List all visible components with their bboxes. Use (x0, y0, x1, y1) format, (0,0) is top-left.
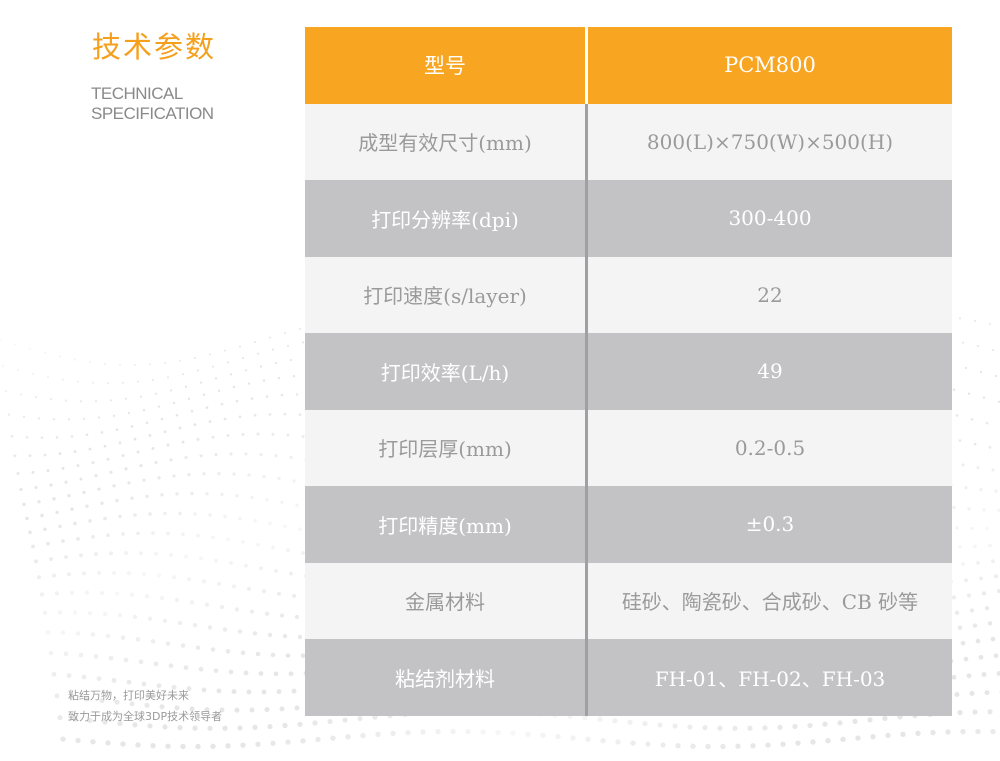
spec-label: 打印精度(mm) (378, 513, 512, 538)
spec-value: 49 (757, 359, 783, 384)
spec-table: 型号 PCM800 成型有效尺寸(mm) 800(L)×750(W)×500(H)… (305, 27, 952, 716)
table-row: 成型有效尺寸(mm) 800(L)×750(W)×500(H) (305, 103, 952, 180)
header-value: PCM800 (724, 53, 816, 78)
slogan-line: 粘结万物，打印美好未来 (68, 689, 189, 702)
spec-label: 打印分辨率(dpi) (371, 207, 519, 232)
table-row: 打印分辨率(dpi) 300-400 (305, 180, 952, 257)
spec-label: 打印层厚(mm) (378, 437, 512, 462)
subtitle-line: SPECIFICATION (91, 104, 214, 123)
spec-value: 22 (757, 282, 783, 307)
spec-value: 硅砂、陶瓷砂、合成砂、CB 砂等 (621, 590, 919, 615)
table-row: 打印精度(mm) ±0.3 (305, 486, 952, 563)
spec-label: 金属材料 (405, 590, 485, 615)
spec-label: 粘结剂材料 (395, 666, 495, 691)
spec-label: 打印效率(L/h) (380, 360, 510, 385)
spec-value: ±0.3 (745, 512, 795, 537)
table-header-row: 型号 PCM800 (305, 27, 952, 104)
spec-value: 0.2-0.5 (734, 435, 806, 460)
table-row: 粘结剂材料 FH-01、FH-02、FH-03 (305, 639, 952, 716)
slogan: 粘结万物，打印美好未来 致力于成为全球3DP技术领导者 (68, 685, 222, 727)
spec-label: 打印速度(s/layer) (363, 284, 527, 309)
table-row: 打印速度(s/layer) 22 (305, 256, 952, 333)
spec-label: 成型有效尺寸(mm) (358, 131, 532, 156)
table-row: 打印层厚(mm) 0.2-0.5 (305, 409, 952, 486)
slogan-line: 致力于成为全球3DP技术领导者 (68, 710, 223, 723)
page-title: 技术参数 (92, 30, 217, 64)
page-subtitle: TECHNICAL SPECIFICATION (91, 84, 214, 124)
table-row: 打印效率(L/h) 49 (305, 333, 952, 410)
subtitle-line: TECHNICAL (91, 84, 183, 103)
spec-value: FH-01、FH-02、FH-03 (654, 666, 886, 691)
table-row: 金属材料 硅砂、陶瓷砂、合成砂、CB 砂等 (305, 562, 952, 639)
spec-value: 800(L)×750(W)×500(H) (646, 129, 894, 154)
header-label: 型号 (424, 54, 466, 79)
spec-value: 300-400 (728, 206, 812, 231)
